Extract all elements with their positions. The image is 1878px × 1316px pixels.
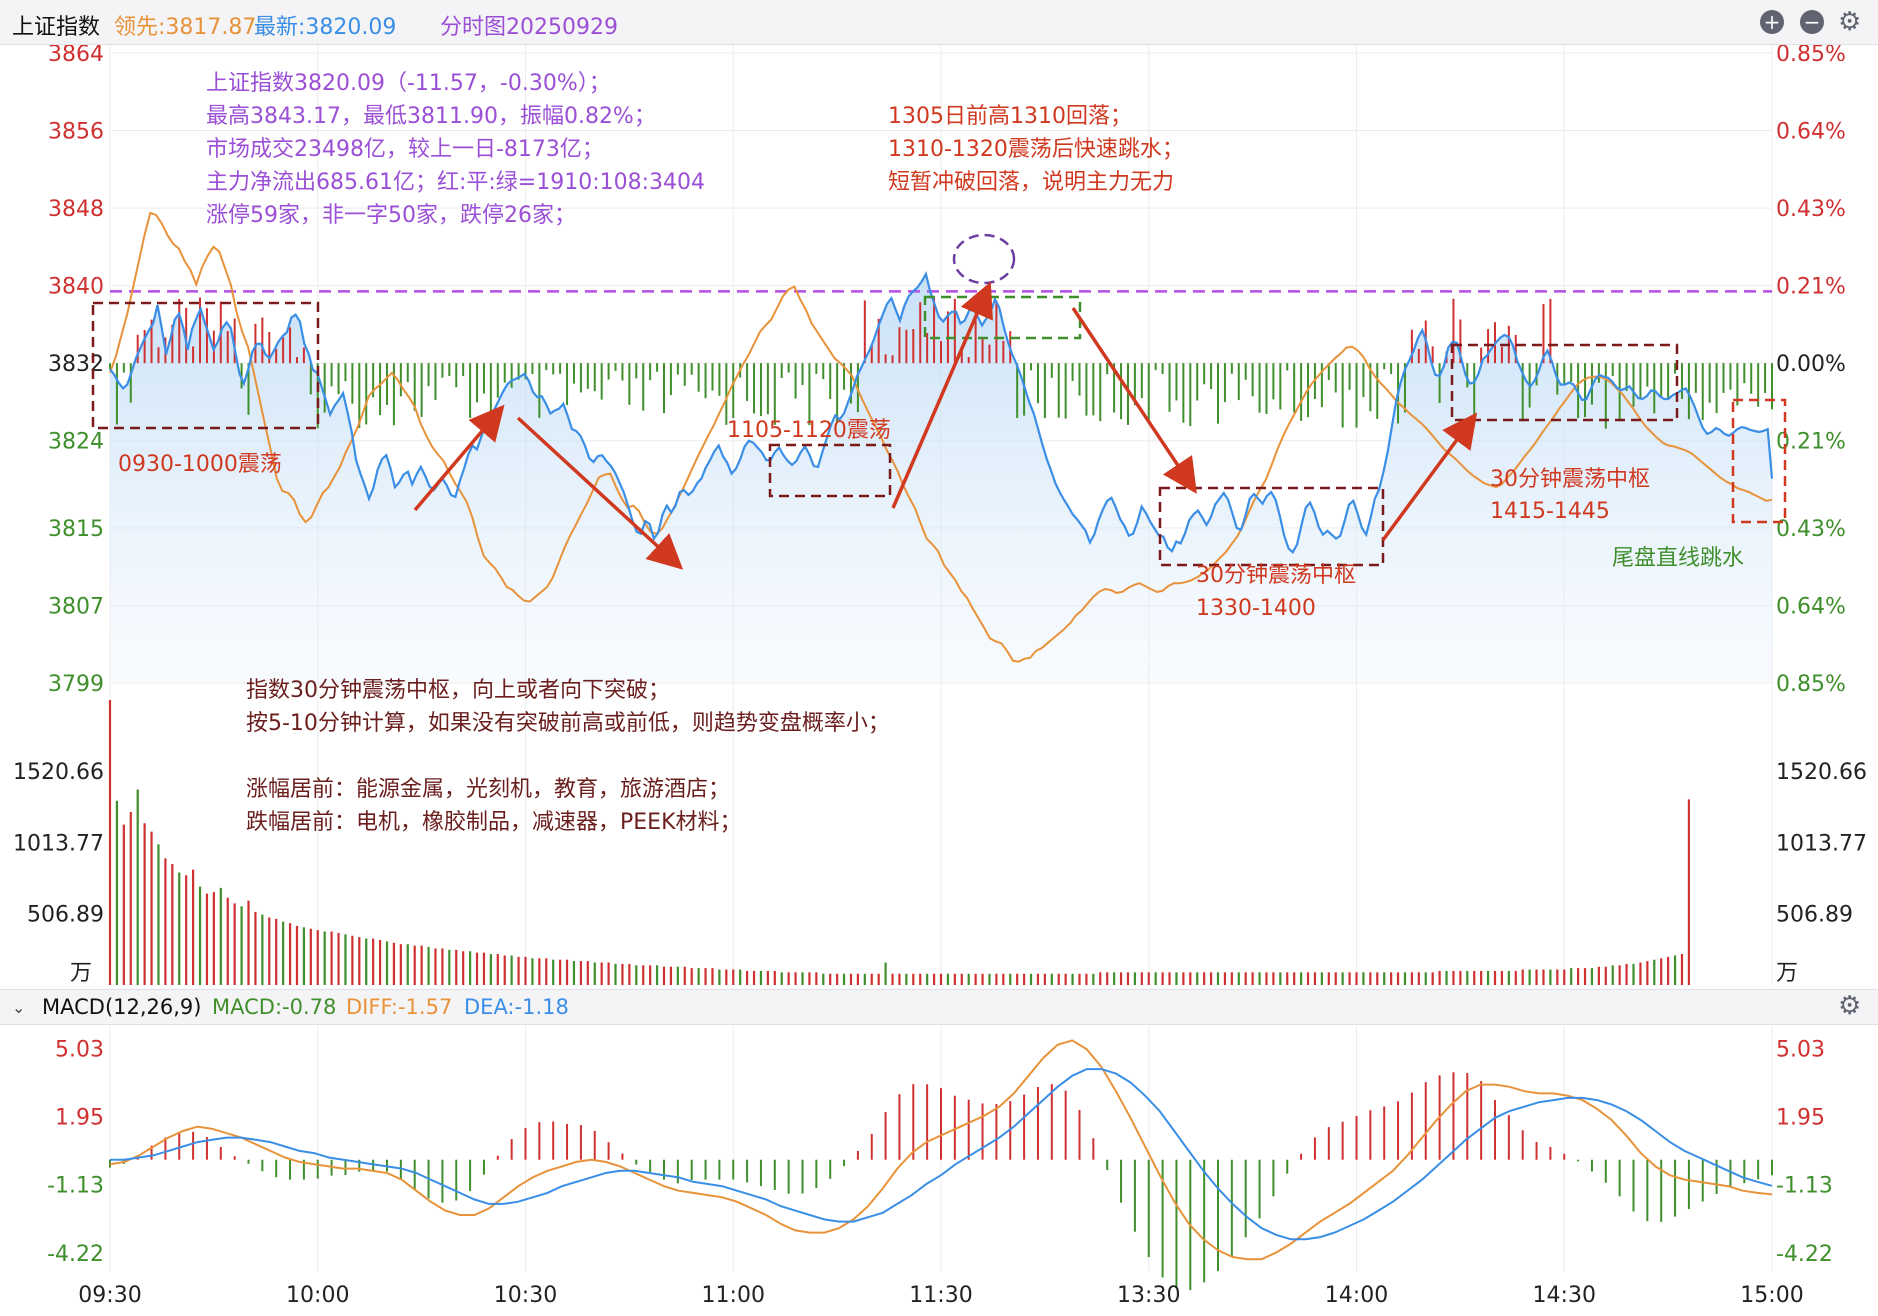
label-1105: 1105-1120震荡 <box>727 418 891 443</box>
summary-line: 涨停59家，非一字50家，跌停26家； <box>206 203 576 228</box>
pct-tick-right: 0.21% <box>1776 430 1846 455</box>
lead-value: 领先:3817.87 <box>114 15 257 40</box>
circle-high <box>952 233 1016 285</box>
time-label: 11:00 <box>702 1283 765 1308</box>
box-1310-1320 <box>923 295 1082 340</box>
trend-arrow-4 <box>1381 412 1478 542</box>
macd-tick-left: 5.03 <box>55 1038 104 1063</box>
time-label: 10:30 <box>494 1283 557 1308</box>
time-label: 14:00 <box>1325 1283 1388 1308</box>
pct-tick-right: 0.85% <box>1776 672 1846 697</box>
price-tick-left: 3799 <box>48 672 104 697</box>
price-tick-left: 3824 <box>48 430 104 455</box>
time-label: 15:00 <box>1740 1283 1803 1308</box>
summary-line: 主力净流出685.61亿；红:平:绿=1910:108:3404 <box>206 170 705 195</box>
macd-header: ⌄ MACD(12,26,9) MACD:-0.78 DIFF:-1.57 DE… <box>0 989 1878 1025</box>
price-tick-left: 3832 <box>48 352 104 377</box>
macd-tick-right: -4.22 <box>1776 1242 1833 1267</box>
price-tick-left: 3815 <box>48 517 104 542</box>
volume-tick-right: 506.89 <box>1776 903 1853 928</box>
box-1105-1120 <box>768 443 892 498</box>
volume-tick-right: 1013.77 <box>1776 831 1867 856</box>
price-tick-left: 3864 <box>48 42 104 67</box>
volume-tick-left: 506.89 <box>27 903 104 928</box>
macd-tick-right: -1.13 <box>1776 1174 1833 1199</box>
time-label: 14:30 <box>1533 1283 1596 1308</box>
bottom-note-line: 按5-10分钟计算，如果没有突破前高或前低，则趋势变盘概率小； <box>246 711 890 736</box>
zoom-in-icon[interactable]: + <box>1760 10 1784 34</box>
index-name: 上证指数 <box>12 15 101 40</box>
price-tick-left: 3840 <box>48 275 104 300</box>
pct-tick-right: 0.00% <box>1776 352 1846 377</box>
time-label: 10:00 <box>286 1283 349 1308</box>
box-1415-1445 <box>1450 343 1679 422</box>
lead-line <box>109 211 1773 663</box>
macd-value: MACD:-0.78 <box>212 995 337 1019</box>
price-tick-left: 3856 <box>48 120 104 145</box>
pct-tick-right: 0.64% <box>1776 120 1846 145</box>
volume-unit-left: 万 <box>70 961 92 986</box>
macd-tick-left: -1.13 <box>47 1174 104 1199</box>
label-1415-a: 30分钟震荡中枢 <box>1490 467 1650 492</box>
chart-title: 分时图20250929 <box>440 15 618 40</box>
label-1330-a: 30分钟震荡中枢 <box>1196 563 1356 588</box>
macd-label: MACD(12,26,9) <box>42 995 202 1019</box>
box-1330-1400 <box>1158 486 1385 567</box>
time-label: 11:30 <box>909 1283 972 1308</box>
trend-arrow-3 <box>1071 307 1197 494</box>
chart-header: 上证指数 领先:3817.87 最新:3820.09 分时图20250929 +… <box>0 0 1878 45</box>
time-label: 09:30 <box>78 1283 141 1308</box>
macd-tick-right: 1.95 <box>1776 1106 1825 1131</box>
diff-value: DIFF:-1.57 <box>346 995 453 1019</box>
price-tick-left: 3807 <box>48 594 104 619</box>
latest-line <box>109 271 1774 554</box>
pct-tick-right: 0.43% <box>1776 197 1846 222</box>
label-1330-b: 1330-1400 <box>1196 596 1316 621</box>
box-tail <box>1731 398 1787 524</box>
label-tail: 尾盘直线跳水 <box>1612 546 1744 571</box>
pct-tick-right: 0.64% <box>1776 594 1846 619</box>
zoom-out-icon[interactable]: − <box>1800 10 1824 34</box>
price-tick-left: 3848 <box>48 197 104 222</box>
volume-tick-right: 1520.66 <box>1776 760 1867 785</box>
latest-value: 最新:3820.09 <box>254 15 397 40</box>
pct-tick-right: 0.43% <box>1776 517 1846 542</box>
volume-tick-left: 1520.66 <box>13 760 104 785</box>
settings-gear-icon[interactable]: ⚙ <box>1838 7 1862 37</box>
macd-dea-line <box>110 1068 1773 1241</box>
bottom-note-line: 涨幅居前：能源金属，光刻机，教育，旅游酒店； <box>246 777 730 802</box>
trend-arrow-2 <box>891 281 993 509</box>
trend-arrow-1 <box>516 416 684 570</box>
collapse-chevron-icon[interactable]: ⌄ <box>12 998 26 1017</box>
macd-tick-left: -4.22 <box>47 1242 104 1267</box>
note-1305-line: 1305日前高1310回落； <box>888 104 1132 129</box>
macd-tick-right: 5.03 <box>1776 1038 1825 1063</box>
pct-tick-right: 0.21% <box>1776 275 1846 300</box>
summary-line: 最高3843.17，最低3811.90，振幅0.82%； <box>206 104 656 129</box>
label-0930: 0930-1000震荡 <box>118 452 282 477</box>
bottom-note-line: 指数30分钟震荡中枢，向上或者向下突破； <box>246 678 670 703</box>
macd-tick-left: 1.95 <box>55 1106 104 1131</box>
label-1415-b: 1415-1445 <box>1490 499 1610 524</box>
bottom-note-line: 跌幅居前：电机，橡胶制品，减速器，PEEK材料； <box>246 810 742 835</box>
dea-value: DEA:-1.18 <box>464 995 569 1019</box>
pct-tick-right: 0.85% <box>1776 42 1846 67</box>
note-1305-line: 1310-1320震荡后快速跳水； <box>888 137 1184 162</box>
volume-tick-left: 1013.77 <box>13 831 104 856</box>
summary-line: 市场成交23498亿，较上一日-8173亿； <box>206 137 604 162</box>
time-label: 13:30 <box>1117 1283 1180 1308</box>
box-0930-1000 <box>91 301 320 430</box>
trend-arrow-0 <box>413 404 505 512</box>
note-1305-line: 短暂冲破回落，说明主力无力 <box>888 170 1174 195</box>
volume-unit-right: 万 <box>1776 961 1798 986</box>
macd-diff-line <box>109 1039 1773 1261</box>
macd-settings-gear-icon[interactable]: ⚙ <box>1838 991 1862 1021</box>
summary-line: 上证指数3820.09（-11.57，-0.30%）； <box>206 71 611 96</box>
